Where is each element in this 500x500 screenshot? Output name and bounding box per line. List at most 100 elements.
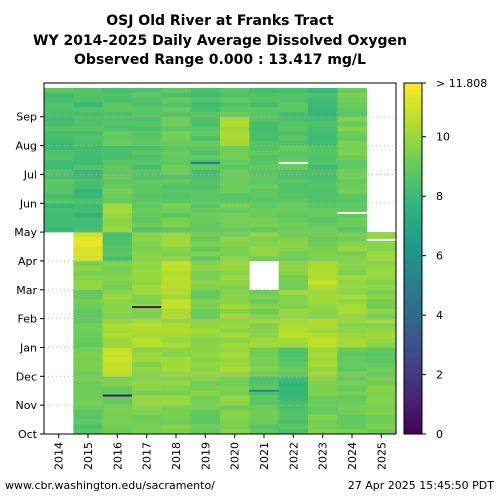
x-tick-label-2024: 2024	[346, 442, 359, 470]
heatmap-cell-strip	[102, 155, 133, 161]
heatmap-cell-strip	[278, 366, 309, 372]
y-tick-label-Nov: Nov	[16, 399, 38, 412]
heatmap-cell-strip	[308, 347, 338, 353]
heatmap-cell-2017-Sep	[132, 87, 162, 118]
heatmap-cell-strip	[102, 131, 133, 137]
heatmap-cell-strip	[73, 193, 103, 199]
heatmap-cell-strip	[190, 107, 221, 113]
heatmap-cell-strip	[366, 381, 397, 387]
heatmap-cell-strip	[366, 409, 397, 416]
heatmap-cell-strip	[161, 284, 191, 291]
heatmap-cell-strip	[249, 160, 279, 166]
heatmap-cell-strip	[102, 87, 133, 94]
heatmap-cell-strip	[220, 424, 250, 430]
heatmap-cell-strip	[278, 260, 309, 267]
heatmap-cell-strip	[249, 169, 279, 175]
heatmap-cell-2016-Dec	[102, 347, 133, 377]
heatmap-cell-strip	[190, 212, 221, 218]
heatmap-cell-strip	[190, 92, 221, 98]
heatmap-cell-strip	[337, 131, 367, 137]
heatmap-cell-strip	[73, 140, 103, 146]
heatmap-cell-strip	[337, 217, 367, 223]
heatmap-cell-strip	[337, 289, 367, 295]
heatmap-cell-strip	[337, 366, 367, 372]
heatmap-cell-strip	[102, 227, 133, 233]
heatmap-cell-strip	[366, 385, 397, 392]
colorbar-segment	[404, 167, 422, 172]
heatmap-cell-strip	[366, 246, 397, 252]
heatmap-cell-strip	[73, 419, 103, 425]
heatmap-cell-strip	[161, 246, 191, 252]
heatmap-cell-strip	[220, 265, 250, 271]
heatmap-cell-strip	[278, 92, 309, 98]
heatmap-cell-strip	[161, 232, 191, 238]
colorbar-segment	[404, 126, 422, 131]
heatmap-cell-strip	[73, 304, 103, 310]
colorbar-segment	[404, 132, 422, 137]
heatmap-cell-2021-Dec	[249, 347, 279, 377]
colorbar-segment	[404, 129, 422, 134]
heatmap-cell-strip	[220, 135, 250, 142]
heatmap-cell-strip	[161, 323, 191, 329]
heatmap-cell-strip	[337, 169, 367, 175]
heatmap-cell-strip	[278, 323, 309, 329]
heatmap-cell-strip	[44, 155, 74, 161]
heatmap-cell-strip	[161, 309, 191, 315]
heatmap-cell-strip	[73, 188, 103, 194]
heatmap-cell-2017-Aug	[132, 116, 162, 146]
heatmap-cell-strip	[308, 212, 338, 218]
heatmap-cell-strip	[220, 357, 250, 363]
heatmap-cell-strip	[337, 256, 367, 262]
heatmap-cell-strip	[161, 357, 191, 363]
colorbar-segment	[404, 255, 422, 259]
heatmap-cell-strip	[161, 256, 191, 262]
heatmap-cell-strip	[73, 357, 103, 363]
colorbar-segment	[404, 273, 422, 277]
heatmap-cell-strip	[73, 414, 103, 420]
heatmap-cell-strip	[220, 236, 250, 243]
heatmap-cell-strip	[278, 390, 309, 396]
heatmap-cell-2020-Nov	[220, 376, 250, 406]
heatmap-cell-strip	[190, 284, 221, 291]
heatmap-cell-strip	[73, 97, 103, 103]
footer-timestamp: 27 Apr 2025 15:45:50 PDT	[348, 479, 495, 492]
heatmap-cell-strip	[308, 419, 338, 425]
heatmap-cell-strip	[278, 280, 309, 286]
heatmap-cell-2016-Jul	[102, 145, 133, 175]
heatmap-cell-2024-Jun	[337, 174, 367, 204]
heatmap-cell-strip	[73, 246, 103, 252]
heatmap-cell-strip	[190, 198, 221, 204]
heatmap-cell-2025-Dec	[366, 347, 397, 377]
heatmap-cell-strip	[278, 265, 309, 271]
heatmap-cell-strip	[308, 381, 338, 387]
heatmap-cell-strip	[102, 203, 133, 209]
heatmap-cell-2017-Jan	[132, 318, 162, 348]
heatmap-cell-strip	[249, 409, 279, 416]
heatmap-cell-strip	[190, 270, 221, 276]
heatmap-cell-strip	[249, 385, 279, 392]
heatmap-cell-2019-Mar	[190, 260, 221, 291]
heatmap-cell-strip	[220, 126, 250, 132]
colorbar-segment	[404, 141, 422, 145]
heatmap-cell-strip	[249, 304, 279, 310]
heatmap-cell-strip	[220, 121, 250, 127]
heatmap-cell-strip	[249, 323, 279, 329]
colorbar-segment	[404, 100, 422, 104]
heatmap-cell-strip	[44, 212, 74, 218]
heatmap-cell-strip	[102, 390, 133, 396]
heatmap-cell-strip	[161, 251, 191, 257]
heatmap-cell-strip	[249, 256, 279, 262]
heatmap-cell-strip	[337, 299, 367, 305]
heatmap-cell-2021-May	[249, 203, 279, 233]
heatmap-cell-strip	[220, 246, 250, 252]
heatmap-cell-2021-Aug	[249, 116, 279, 146]
heatmap-cell-2024-Mar	[337, 260, 367, 291]
colorbar-segment	[404, 311, 422, 315]
heatmap-cell-strip	[278, 328, 309, 334]
heatmap-cell-2020-Apr	[220, 232, 250, 262]
heatmap-cell-2022-Jul	[278, 145, 309, 175]
heatmap-cell-strip	[308, 390, 338, 396]
heatmap-cell-strip	[249, 135, 279, 142]
colorbar-segment	[404, 115, 422, 119]
heatmap-cell-strip	[220, 232, 250, 238]
